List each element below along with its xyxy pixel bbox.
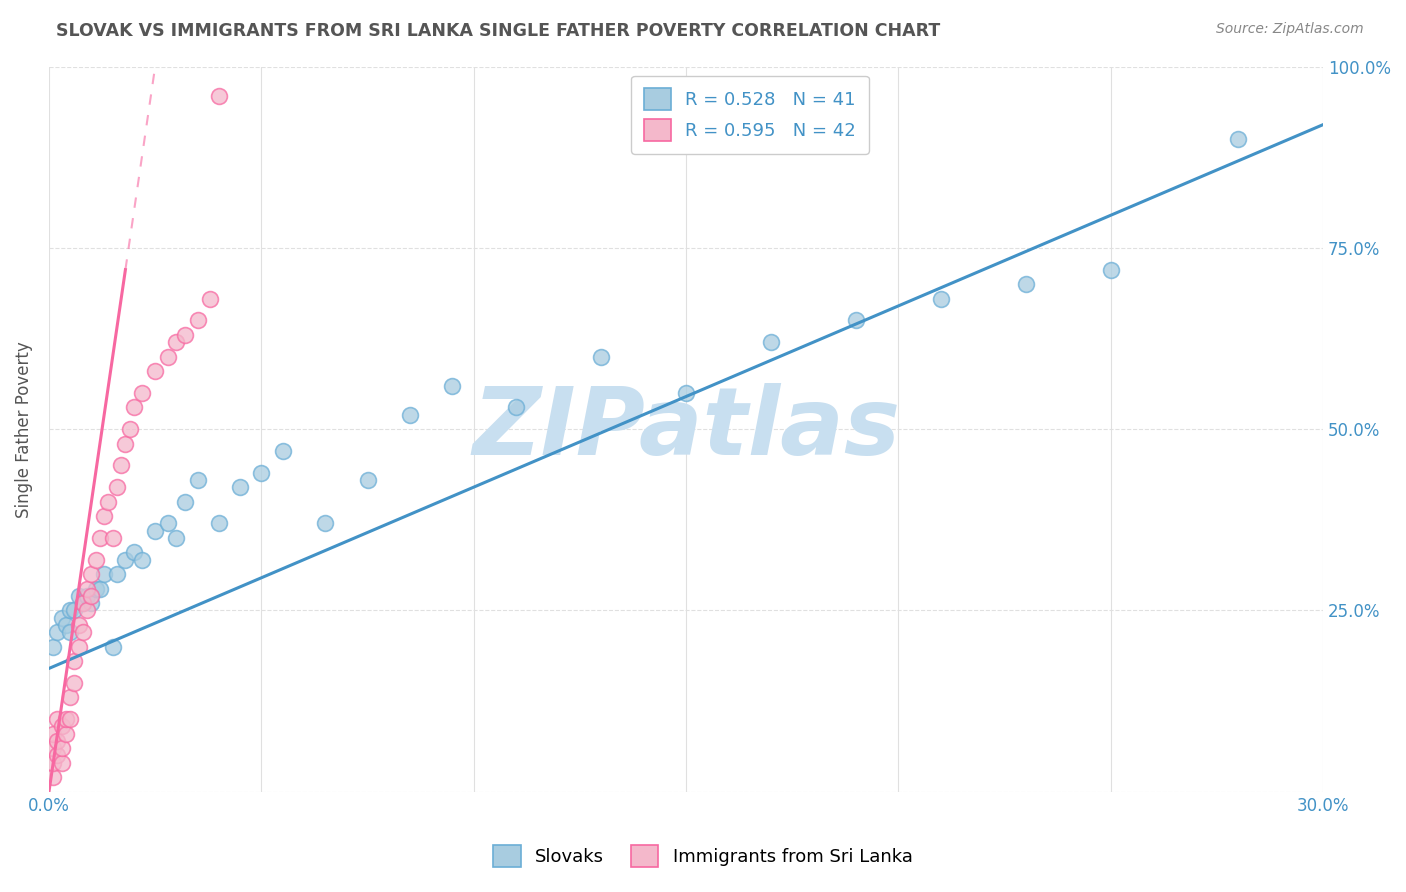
Point [118,422,141,436]
Point [845,313,868,327]
Point [1227,132,1250,146]
Point [1015,277,1038,292]
Point [399,408,422,422]
Point [72,596,94,610]
Point [84,582,107,596]
Point [76,603,98,617]
Point [84,552,107,566]
Point [59,690,82,705]
Point [93,567,115,582]
Point [122,545,145,559]
Text: Source: ZipAtlas.com: Source: ZipAtlas.com [1216,22,1364,37]
Point [59,603,82,617]
Point [208,516,231,531]
Point [55,712,77,726]
Point [42,640,65,654]
Point [51,756,73,770]
Point [156,350,179,364]
Point [759,335,782,350]
Point [55,727,77,741]
Point [89,531,111,545]
Point [505,401,527,415]
Point [42,770,65,784]
Point [173,327,195,342]
Point [105,567,128,582]
Point [173,494,195,508]
Point [93,509,115,524]
Point [441,378,464,392]
Point [250,466,273,480]
Point [143,524,166,538]
Point [187,473,209,487]
Point [591,350,613,364]
Point [314,516,336,531]
Legend: Slovaks, Immigrants from Sri Lanka: Slovaks, Immigrants from Sri Lanka [486,838,920,874]
Point [80,596,103,610]
Point [97,494,120,508]
Point [114,552,136,566]
Point [46,712,69,726]
Point [76,589,98,603]
Point [63,603,86,617]
Point [51,719,73,733]
Point [101,640,124,654]
Point [51,741,73,756]
Point [131,385,153,400]
Point [110,458,132,473]
Legend: R = 0.528   N = 41, R = 0.595   N = 42: R = 0.528 N = 41, R = 0.595 N = 42 [631,76,869,154]
Point [59,712,82,726]
Point [356,473,378,487]
Point [67,640,90,654]
Point [929,292,952,306]
Point [80,567,103,582]
Point [165,531,187,545]
Point [46,625,69,640]
Point [55,618,77,632]
Point [229,480,252,494]
Y-axis label: Single Father Poverty: Single Father Poverty [15,341,32,517]
Point [675,385,697,400]
Point [143,364,166,378]
Point [59,625,82,640]
Point [89,582,111,596]
Point [187,313,209,327]
Point [42,741,65,756]
Point [46,748,69,763]
Point [67,589,90,603]
Point [72,625,94,640]
Point [271,443,294,458]
Point [156,516,179,531]
Point [122,401,145,415]
Point [42,727,65,741]
Point [105,480,128,494]
Point [67,618,90,632]
Text: ZIPatlas: ZIPatlas [472,384,900,475]
Point [200,292,222,306]
Point [76,582,98,596]
Point [1099,262,1122,277]
Point [208,88,231,103]
Point [72,596,94,610]
Point [131,552,153,566]
Point [51,610,73,624]
Point [80,589,103,603]
Point [165,335,187,350]
Text: SLOVAK VS IMMIGRANTS FROM SRI LANKA SINGLE FATHER POVERTY CORRELATION CHART: SLOVAK VS IMMIGRANTS FROM SRI LANKA SING… [56,22,941,40]
Point [42,756,65,770]
Point [63,654,86,668]
Point [114,436,136,450]
Point [63,676,86,690]
Point [101,531,124,545]
Point [46,734,69,748]
